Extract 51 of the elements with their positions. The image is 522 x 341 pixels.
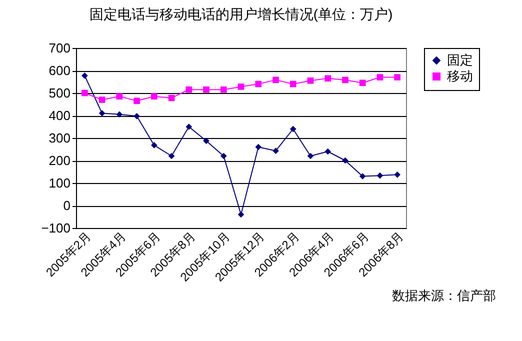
legend-label: 固定 <box>447 52 473 68</box>
point <box>238 211 244 218</box>
point <box>134 113 140 120</box>
point <box>186 86 192 93</box>
point <box>203 86 210 93</box>
y-tick-label: 400 <box>48 108 70 123</box>
y-tick-label: 500 <box>48 86 70 100</box>
y-tick-label: 700 <box>48 40 70 56</box>
point <box>272 148 279 154</box>
point <box>186 124 192 130</box>
point <box>376 74 384 80</box>
point <box>324 75 332 82</box>
y-tick-label: 0 <box>63 198 70 213</box>
point <box>307 77 314 84</box>
source-note: 数据来源：信产部 <box>392 288 496 303</box>
point <box>82 72 88 79</box>
point <box>238 84 244 90</box>
point <box>168 152 175 160</box>
point <box>324 148 332 155</box>
point <box>98 110 106 116</box>
y-tick-label: −100 <box>41 220 70 236</box>
point <box>376 172 384 179</box>
point <box>394 74 400 80</box>
point <box>307 152 314 160</box>
point <box>220 86 227 93</box>
point <box>220 152 227 160</box>
point <box>168 94 175 102</box>
point <box>342 157 348 164</box>
point <box>359 80 366 86</box>
point <box>116 111 123 118</box>
y-tick-label: 100 <box>48 176 70 190</box>
point <box>255 144 262 150</box>
point <box>394 172 400 178</box>
point <box>290 80 296 88</box>
point <box>116 93 123 100</box>
chart-title: 固定电话与移动电话的用户增长情况(单位：万户) <box>89 6 393 22</box>
point <box>150 142 158 148</box>
legend-label: 移动 <box>447 68 473 84</box>
point <box>255 80 262 88</box>
point <box>272 76 279 84</box>
point <box>134 98 140 104</box>
y-tick-label: 300 <box>48 130 70 146</box>
y-tick-label: 600 <box>48 63 70 78</box>
point <box>359 173 366 180</box>
point <box>203 138 210 144</box>
point <box>82 90 88 96</box>
y-tick-label: 200 <box>48 153 70 168</box>
point <box>290 126 296 132</box>
point <box>98 96 106 103</box>
point <box>342 76 348 84</box>
point <box>150 93 158 100</box>
